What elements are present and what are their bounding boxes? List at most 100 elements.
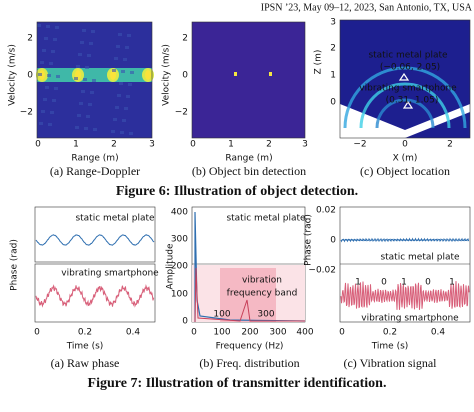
y-axis-label: Amplitude [166, 243, 176, 290]
noise [48, 123, 52, 126]
noise [85, 66, 89, 69]
annotation: static metal plate [380, 253, 460, 263]
y-tick-label: −0.02 [308, 266, 336, 276]
noise [92, 79, 96, 82]
phase-line [35, 234, 155, 246]
annotation: static metal plate [226, 214, 306, 224]
noise [121, 70, 125, 73]
noise [81, 90, 85, 93]
annotation: frequency band [227, 289, 298, 299]
noise [39, 122, 43, 125]
noise [46, 25, 50, 28]
noise [76, 65, 80, 68]
caption: (c) Vibration signal [343, 356, 437, 370]
noise [123, 58, 127, 61]
caption: (b) Freq. distribution [199, 356, 299, 370]
detected-bin [269, 72, 272, 76]
noise [54, 87, 58, 90]
y-tick-label: −2 [20, 108, 33, 118]
y-tick-label: 0 [27, 71, 33, 81]
x-tick-label: 1 [228, 140, 234, 150]
x-tick-label: 0 [34, 328, 40, 338]
signal-line [340, 281, 470, 310]
x-tick-label: 0 [35, 140, 41, 150]
noise [117, 94, 121, 97]
x-tick-label: 2 [266, 140, 272, 150]
noise [124, 107, 128, 110]
x-tick-label: 0.2 [78, 328, 92, 338]
x-tick-label: 200 [241, 328, 258, 338]
annotation: vibrating smartphone [359, 84, 457, 94]
y-axis-label: Velocity (m/s) [162, 44, 172, 106]
detected-bin [234, 72, 237, 76]
x-tick-label: 0 [190, 140, 196, 150]
noise [119, 82, 123, 85]
noise [38, 73, 42, 76]
bit-label: 0 [381, 278, 387, 288]
y-tick-label: 400 [171, 208, 188, 218]
noise [42, 49, 46, 52]
noise [83, 78, 87, 81]
noise [75, 126, 79, 129]
x-axis-label: X (m) [393, 154, 418, 164]
bit-label: 1 [401, 278, 407, 288]
x-tick-label: −2 [353, 140, 366, 150]
y-tick-label: 0.02 [316, 206, 336, 216]
x-tick-label: 0 [402, 140, 408, 150]
noise [127, 34, 131, 37]
detection-map [192, 22, 305, 138]
y-axis-label: Z (m) [314, 50, 324, 75]
noise [78, 53, 82, 56]
noise [47, 74, 51, 77]
noise [93, 128, 97, 131]
bit-label: 1 [355, 278, 361, 288]
signal-line [340, 237, 469, 243]
y-axis-label: Phase (rad) [10, 239, 20, 291]
noise [86, 115, 90, 118]
bit-label: 1 [449, 278, 455, 288]
noise [43, 98, 47, 101]
noise [51, 50, 55, 53]
blind-zone [340, 104, 470, 138]
noise [91, 30, 95, 33]
annotation: vibrating smartphone [361, 314, 459, 324]
x-tick-label: 400 [296, 328, 313, 338]
y-tick-label: −2 [175, 108, 188, 118]
y-tick-label: 300 [171, 235, 188, 245]
noise [74, 77, 78, 80]
y-tick-label: 0 [330, 236, 336, 246]
annotation: static metal plate [368, 51, 448, 61]
x-tick-label: 0.4 [126, 328, 141, 338]
y-tick-label: 0 [182, 71, 188, 81]
noise [40, 61, 44, 64]
noise [114, 57, 118, 60]
phase-box [34, 206, 156, 263]
noise [53, 38, 57, 41]
marker [402, 100, 414, 109]
noise [41, 110, 45, 113]
caption: (b) Object bin detection [192, 164, 306, 178]
x-tick-label: 1 [73, 140, 79, 150]
noise [130, 71, 134, 74]
noise [79, 102, 83, 105]
figure-caption: Figure 7: Illustration of transmitter id… [88, 376, 387, 391]
caption: (a) Range-Doppler [50, 164, 140, 178]
x-axis-label: Range (m) [71, 154, 118, 164]
spectrum [194, 267, 305, 323]
x-tick-label: 300 [269, 328, 286, 338]
noise [115, 106, 119, 109]
y-tick-label: 3 [330, 18, 336, 28]
y-tick-label: 200 [171, 262, 188, 272]
y-tick-label: 2 [330, 44, 336, 54]
frame [36, 21, 153, 139]
noise [44, 37, 48, 40]
y-tick-label: 2 [27, 34, 33, 44]
noise [111, 130, 115, 133]
annotation: 100 [213, 310, 230, 320]
noise [45, 86, 49, 89]
x-tick-label: 100 [213, 328, 230, 338]
noise [112, 69, 116, 72]
x-tick-label: 3 [302, 140, 308, 150]
noise [56, 75, 60, 78]
